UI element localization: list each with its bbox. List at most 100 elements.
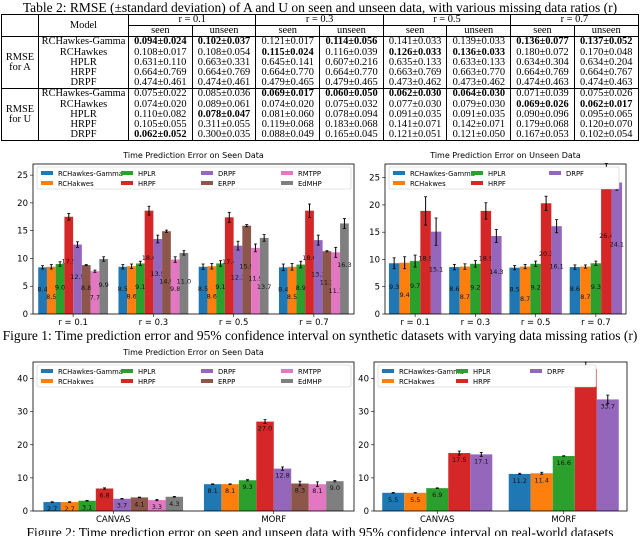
rmse-cell: 0.634±0.204 — [573, 57, 639, 69]
data-label: 8.7 — [520, 295, 530, 303]
data-label: 9.4 — [399, 291, 409, 299]
rmse-cell: 0.139±0.033 — [446, 37, 512, 48]
data-label: 5.5 — [388, 496, 398, 504]
bar-chart-3: Time Prediction Error on Seen Data 0 10 20 3… — [17, 348, 355, 525]
rmse-cell: 0.300±0.035 — [191, 130, 257, 141]
rmse-cell: 0.075±0.026 — [573, 88, 639, 100]
bar — [203, 484, 222, 511]
legend-swatch — [281, 181, 293, 185]
data-label: 8.5 — [118, 285, 128, 293]
model-name: DRPF — [38, 130, 129, 141]
legend-swatch — [121, 379, 133, 383]
bar — [596, 399, 619, 511]
data-label: 9.3 — [242, 483, 252, 491]
data-label: 18.6 — [302, 254, 316, 262]
table-row: HPLR 0.631±0.110 0.663±0.331 0.645±0.141 0.6… — [2, 57, 639, 69]
legend-label: RCHakwes — [58, 378, 94, 386]
bar — [60, 502, 79, 511]
legend-swatch — [121, 181, 133, 185]
bar — [46, 266, 56, 314]
rmse-cell: 0.142±0.071 — [446, 119, 512, 131]
bar — [491, 236, 502, 314]
model-name: RCHawkes — [38, 47, 129, 58]
data-label: 12.3 — [231, 273, 245, 281]
legend-label: RCHawkes-Gamma — [410, 170, 475, 178]
bar — [404, 492, 427, 511]
data-label: 11.2 — [512, 477, 526, 485]
bar — [38, 267, 47, 314]
data-label: 6.8 — [99, 491, 109, 499]
bar — [296, 264, 306, 314]
bar — [73, 244, 82, 314]
model-name: RCHawkes-Gamma — [38, 37, 129, 48]
rmse-cell: 0.116±0.039 — [319, 47, 384, 58]
bar — [216, 263, 225, 314]
bar — [198, 266, 208, 314]
bar — [420, 210, 431, 314]
data-label: 9.3 — [389, 283, 399, 291]
legend-label: RCHawkes-Gamma — [58, 170, 123, 178]
data-label: 15.9 — [239, 262, 253, 270]
legend-swatch — [121, 369, 133, 373]
data-label: 14.3 — [489, 268, 503, 276]
legend-label: EdMHP — [298, 180, 322, 188]
rmse-cell: 0.060±0.050 — [319, 88, 384, 100]
table-row: DRPF 0.062±0.052 0.300±0.035 0.088±0.049 0.1… — [2, 130, 639, 141]
bar — [278, 267, 288, 314]
rmse-cell: 0.474±0.461 — [191, 78, 257, 89]
y-tick-label: 10 — [358, 474, 369, 484]
data-label: 7.7 — [90, 293, 100, 301]
data-label: 8.7 — [460, 293, 470, 301]
bar — [148, 500, 166, 511]
data-label: 15.1 — [429, 266, 443, 274]
model-name: HRPF — [38, 67, 129, 79]
data-label: 9.3 — [591, 283, 601, 291]
data-label: 16.1 — [549, 263, 563, 271]
y-tick-label: 40 — [17, 375, 28, 385]
bar — [256, 421, 274, 511]
bar — [165, 496, 184, 511]
sub-header: seen — [128, 25, 193, 38]
x-tick-label: CANVAS — [96, 515, 131, 525]
data-label: 9.2 — [530, 283, 540, 291]
bar — [55, 264, 65, 314]
bar — [388, 263, 400, 314]
bar — [326, 481, 344, 511]
group-label: RMSE for U — [1, 88, 39, 141]
legend-swatch — [393, 171, 405, 175]
data-label: 11.4 — [534, 476, 548, 484]
y-tick-label: 25 — [369, 174, 380, 184]
data-label: 8.4 — [278, 285, 288, 293]
rmse-cell: 0.633±0.133 — [446, 57, 512, 69]
data-label: 8.9 — [296, 284, 306, 292]
bar — [430, 231, 442, 314]
ratio-header: r = 0.7 — [510, 14, 639, 27]
legend-label: DRPF — [218, 170, 236, 178]
x-tick-label: r = 0.3 — [461, 318, 491, 328]
data-label: 24.1 — [610, 241, 624, 249]
data-label: 9.8 — [170, 285, 180, 293]
rmse-table: Model r = 0.1 r = 0.3 r = 0.5 r = 0.7 seen uns… — [1, 14, 639, 142]
rmse-cell: 0.663±0.331 — [191, 57, 257, 69]
y-tick-label: 5 — [375, 283, 380, 293]
legend-label: HRPF — [138, 378, 156, 386]
y-tick-label: 5 — [23, 282, 28, 292]
x-tick-label: r = 0.3 — [139, 318, 169, 328]
bar — [259, 237, 269, 314]
axes-frame — [32, 361, 355, 512]
data-label: 9.1 — [135, 283, 145, 291]
legend-swatch — [281, 171, 293, 175]
rmse-cell: 0.473±0.462 — [446, 78, 512, 89]
legend-label: HRPF — [473, 378, 491, 386]
table-row: RCHawkes 0.074±0.020 0.089±0.061 0.074±0.02… — [2, 99, 639, 110]
model-header: Model — [38, 14, 129, 38]
x-tick-label: r = 0.7 — [299, 318, 329, 328]
sub-header: unseen — [319, 25, 384, 38]
bar — [530, 263, 541, 314]
data-label: 13.3 — [311, 270, 325, 278]
bar — [305, 210, 314, 314]
data-label: 18.9 — [479, 254, 493, 262]
figure2-caption: Figure 2: Time prediction error on seen … — [26, 525, 614, 536]
group-label: RMSE for A — [1, 36, 39, 89]
data-label: 8.7 — [580, 293, 590, 301]
